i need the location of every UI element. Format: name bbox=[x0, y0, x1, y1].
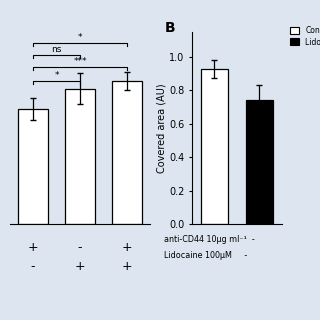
Bar bbox=[201, 69, 228, 224]
Text: *: * bbox=[54, 71, 59, 80]
Text: +: + bbox=[75, 260, 85, 274]
Y-axis label: Covered area (AU): Covered area (AU) bbox=[156, 83, 166, 173]
Text: -: - bbox=[78, 241, 82, 254]
Bar bbox=[65, 89, 95, 224]
Bar bbox=[18, 109, 48, 224]
Bar bbox=[112, 81, 142, 224]
Text: *: * bbox=[78, 33, 82, 42]
Text: Lidocaine 100μM     -: Lidocaine 100μM - bbox=[164, 251, 247, 260]
Text: +: + bbox=[122, 241, 132, 254]
Bar bbox=[246, 100, 273, 224]
Text: -: - bbox=[31, 260, 35, 274]
Legend: Control, Lidocaine 100μM: Control, Lidocaine 100μM bbox=[290, 26, 320, 46]
Text: +: + bbox=[122, 260, 132, 274]
Text: ns: ns bbox=[51, 45, 62, 54]
Text: anti-CD44 10μg ml⁻¹  -: anti-CD44 10μg ml⁻¹ - bbox=[164, 235, 255, 244]
Text: ***: *** bbox=[73, 57, 87, 66]
Text: +: + bbox=[28, 241, 38, 254]
Text: B: B bbox=[165, 21, 175, 35]
